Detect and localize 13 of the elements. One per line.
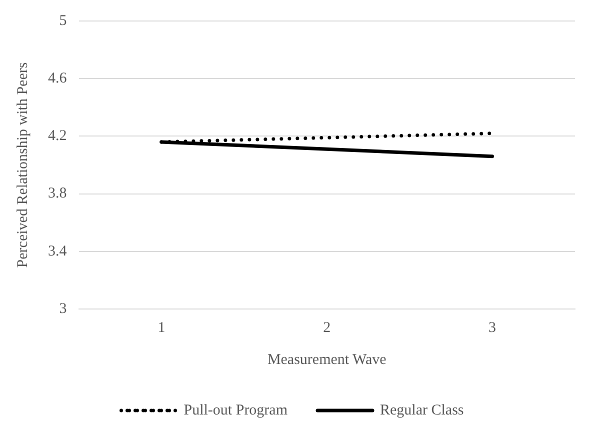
x-tick-label: 1 bbox=[158, 320, 166, 336]
y-tick-label: 3.4 bbox=[48, 243, 68, 260]
x-tick-label: 2 bbox=[323, 320, 331, 336]
x-tick-label: 3 bbox=[488, 320, 496, 336]
y-tick-label: 4.6 bbox=[48, 70, 68, 87]
x-axis-title: Measurement Wave bbox=[267, 352, 387, 368]
y-tick-label: 4.2 bbox=[48, 128, 67, 144]
legend-label: Pull-out Program bbox=[184, 402, 288, 418]
y-tick-label: 5 bbox=[59, 12, 67, 29]
legend-label: Regular Class bbox=[380, 402, 464, 418]
y-axis-title: Perceived Relationship with Peers bbox=[14, 62, 31, 268]
y-tick-label: 3 bbox=[59, 300, 67, 317]
y-tick-label: 3.8 bbox=[48, 186, 67, 202]
